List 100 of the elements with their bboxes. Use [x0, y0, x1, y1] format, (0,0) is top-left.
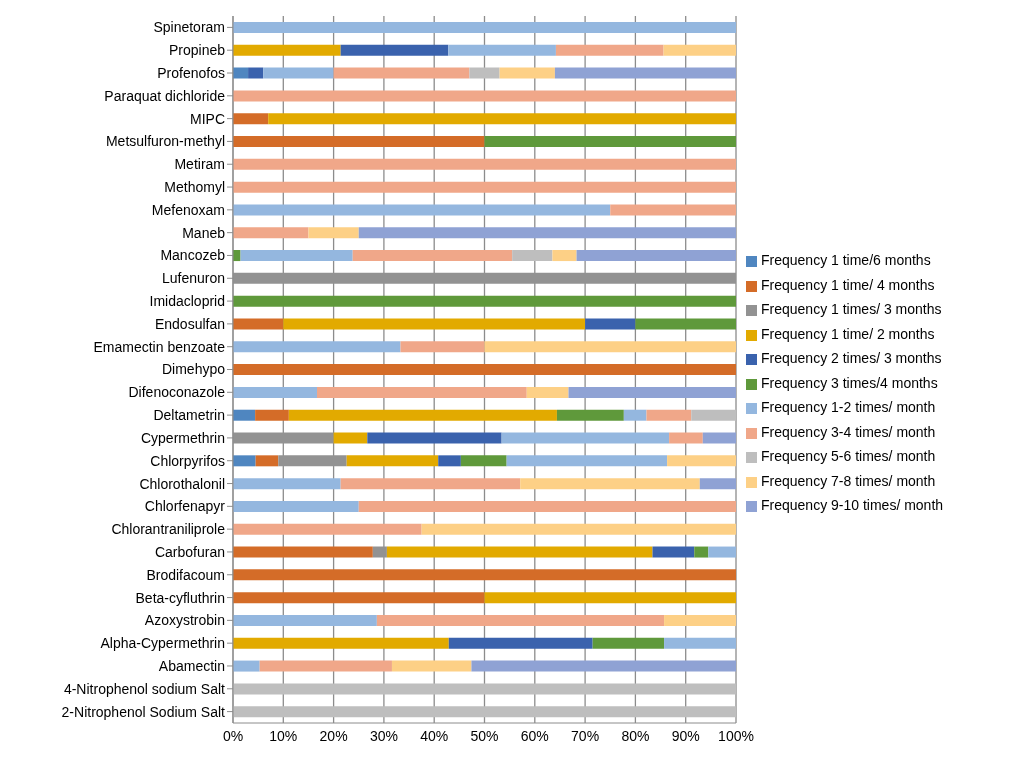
legend-label: Frequency 9-10 times/ month — [761, 497, 944, 514]
y-tick-label: Dimehypo — [161, 361, 226, 378]
bar — [233, 409, 256, 421]
y-tick-label: Emamectin benzoate — [93, 338, 226, 355]
x-tick-label: 70% — [571, 727, 600, 744]
bar — [352, 250, 513, 262]
bar — [233, 341, 401, 353]
bar — [555, 44, 664, 56]
bar — [255, 455, 279, 467]
bar — [499, 67, 555, 79]
legend-label: Frequency 1 times/ 3 months — [761, 301, 942, 318]
bar — [552, 250, 577, 262]
bar — [585, 318, 636, 330]
y-tick-label: Endosulfan — [154, 315, 225, 332]
y-tick-label: Chlorothalonil — [139, 475, 225, 492]
bar — [233, 250, 241, 262]
y-tick-label: Metiram — [174, 156, 225, 173]
y-tick-label: Lufenuron — [161, 270, 225, 287]
y-tick-label: Azoxystrobin — [144, 612, 225, 629]
x-tick-label: 20% — [319, 727, 348, 744]
y-tick-label: Alpha-Cypermethrin — [100, 635, 225, 652]
y-tick-label: Deltametrin — [153, 407, 225, 424]
bar — [520, 478, 700, 490]
bar — [233, 67, 249, 79]
y-tick-label: Chlorpyrifos — [150, 452, 225, 469]
bar — [448, 637, 593, 649]
y-tick-label: Chlorfenapyr — [144, 498, 226, 515]
bar — [699, 478, 736, 490]
y-tick-label: Carbofuran — [154, 543, 225, 560]
bar — [233, 227, 309, 239]
y-tick-label: Propineb — [168, 42, 226, 59]
bar — [240, 250, 353, 262]
y-tick-label: Metsulfuron-methyl — [105, 133, 225, 150]
bar — [448, 44, 556, 56]
bar — [556, 409, 624, 421]
bar — [233, 44, 341, 56]
bar — [233, 592, 485, 604]
bar — [233, 706, 736, 718]
legend-label: Frequency 2 times/ 3 months — [761, 350, 942, 367]
legend-label: Frequency 7-8 times/ month — [761, 472, 936, 489]
bar — [484, 592, 736, 604]
bar — [421, 523, 736, 535]
bar — [669, 432, 703, 444]
x-tick-label: 60% — [520, 727, 549, 744]
bar — [526, 386, 569, 398]
y-tick-label: 2-Nitrophenol Sodium Salt — [61, 703, 226, 720]
bar — [484, 341, 736, 353]
bar — [233, 181, 736, 193]
y-tick-label: Mancozeb — [160, 247, 226, 264]
bar — [667, 455, 736, 467]
bar — [635, 318, 736, 330]
y-tick-label: Difenoconazole — [128, 384, 226, 401]
y-tick-label: Mefenoxam — [151, 201, 225, 218]
bar — [460, 455, 507, 467]
y-tick-label: Cypermethrin — [140, 429, 225, 446]
bar — [248, 67, 264, 79]
bar — [233, 204, 611, 216]
x-tick-label: 30% — [369, 727, 398, 744]
bar — [501, 432, 670, 444]
bar — [233, 136, 485, 148]
y-tick-label: Profenofos — [157, 64, 225, 81]
bar — [283, 318, 586, 330]
bar — [233, 523, 422, 535]
x-tick-label: 10% — [269, 727, 298, 744]
bar — [317, 386, 527, 398]
y-tick-label: Spinetoram — [153, 19, 225, 36]
bar — [263, 67, 334, 79]
bar — [233, 569, 736, 581]
bar — [646, 409, 692, 421]
bar — [592, 637, 665, 649]
bar — [358, 500, 736, 512]
bar — [623, 409, 647, 421]
bar — [233, 455, 256, 467]
bar — [400, 341, 485, 353]
y-tick-label: MIPC — [190, 110, 225, 127]
bar — [288, 409, 557, 421]
x-tick-label: 90% — [671, 727, 700, 744]
y-tick-label: Abamectin — [158, 657, 225, 674]
bar — [438, 455, 461, 467]
x-tick-label: 0% — [222, 727, 244, 744]
bar — [233, 614, 377, 626]
y-tick-label: Beta-cyfluthrin — [135, 589, 225, 606]
bar — [664, 614, 736, 626]
bar — [233, 478, 341, 490]
bar — [484, 136, 736, 148]
bar — [610, 204, 736, 216]
bar — [333, 432, 368, 444]
bar — [233, 295, 736, 307]
y-tick-label: 4-Nitrophenol sodium Salt — [63, 680, 226, 697]
bar — [340, 478, 521, 490]
legend-label: Frequency 1 time/6 months — [761, 252, 931, 269]
bar — [255, 409, 289, 421]
bar — [663, 44, 736, 56]
bar — [333, 67, 470, 79]
bar — [652, 546, 695, 558]
bar — [268, 113, 736, 125]
legend-label: Frequency 3 times/4 months — [761, 374, 938, 391]
bar — [512, 250, 553, 262]
bar — [233, 318, 284, 330]
y-tick-label: Brodifacoum — [146, 566, 225, 583]
